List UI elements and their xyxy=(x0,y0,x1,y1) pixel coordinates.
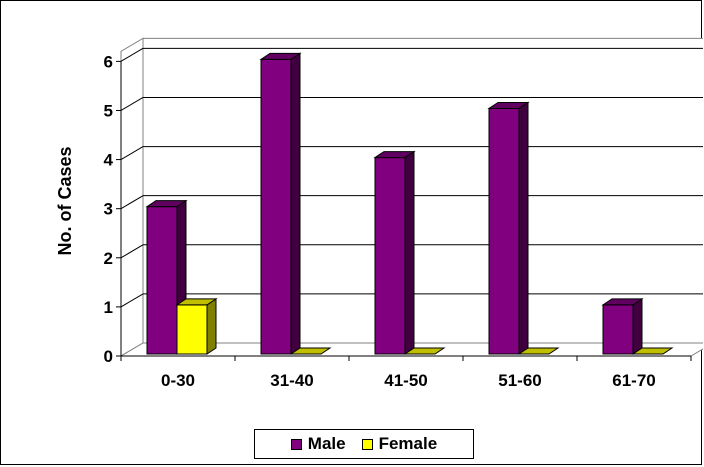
bar-top xyxy=(487,101,530,109)
bar-side xyxy=(632,297,643,355)
bar-front xyxy=(602,304,634,355)
bar-male xyxy=(259,52,302,355)
legend-swatch-male xyxy=(290,438,302,450)
bar-front xyxy=(488,107,520,355)
legend-label-male: Male xyxy=(307,434,346,453)
bar-female xyxy=(631,347,674,355)
bar-top xyxy=(631,347,674,355)
bar-female xyxy=(175,297,218,355)
legend-swatch-female xyxy=(361,438,373,450)
gridline-side xyxy=(120,244,144,259)
x-tick-label: 31-40 xyxy=(270,371,313,390)
bar-female xyxy=(403,347,446,355)
bar-female xyxy=(289,347,332,355)
x-tick-labels: 0-30 31-40 41-50 51-60 61-70 xyxy=(161,371,656,390)
gridlines xyxy=(116,47,703,361)
bar-front xyxy=(176,304,208,355)
y-axis-label: No. of Cases xyxy=(55,146,75,255)
bar-top xyxy=(403,347,446,355)
bar-front xyxy=(260,58,292,355)
bar-top xyxy=(601,298,644,306)
y-tick-label: 4 xyxy=(104,151,114,170)
gridline-side xyxy=(120,195,144,210)
bar-male xyxy=(487,101,530,355)
bar-side xyxy=(206,297,217,355)
y-tick-label: 1 xyxy=(104,298,113,317)
bar-male xyxy=(373,150,416,355)
legend-item-male: Male xyxy=(290,434,346,454)
y-tick-label: 2 xyxy=(104,249,113,268)
legend-label-female: Female xyxy=(378,434,438,453)
bar-top xyxy=(175,298,218,306)
bar-side xyxy=(518,101,529,355)
bar-side xyxy=(290,52,301,355)
plot-walls xyxy=(119,37,703,357)
x-tick-label: 0-30 xyxy=(161,371,195,390)
y-tick-label: 6 xyxy=(104,52,113,71)
bar-front xyxy=(146,206,178,355)
y-tick-label: 0 xyxy=(104,347,113,366)
bar-top xyxy=(373,151,416,159)
legend: Male Female xyxy=(254,429,474,459)
gridline-side xyxy=(120,293,144,308)
x-tick-label: 61-70 xyxy=(612,371,655,390)
gridline-side xyxy=(120,47,144,62)
y-tick-labels: 0 1 2 3 4 5 6 xyxy=(104,52,114,366)
gridline-side xyxy=(120,97,144,111)
gridline-side xyxy=(120,146,144,161)
back-wall xyxy=(142,37,703,344)
bar-top xyxy=(259,52,302,60)
bar-female xyxy=(517,347,560,355)
x-tick-label: 41-50 xyxy=(384,371,427,390)
bar-male xyxy=(601,297,644,355)
y-tick-label: 5 xyxy=(104,101,113,120)
bar-side xyxy=(404,150,415,355)
x-tick-label: 51-60 xyxy=(498,371,541,390)
bar-top xyxy=(289,347,332,355)
bar-front xyxy=(374,157,406,355)
y-tick-label: 3 xyxy=(104,200,113,219)
bars xyxy=(145,52,674,355)
bar-top xyxy=(145,200,188,208)
legend-item-female: Female xyxy=(361,434,438,454)
bar-top xyxy=(517,347,560,355)
